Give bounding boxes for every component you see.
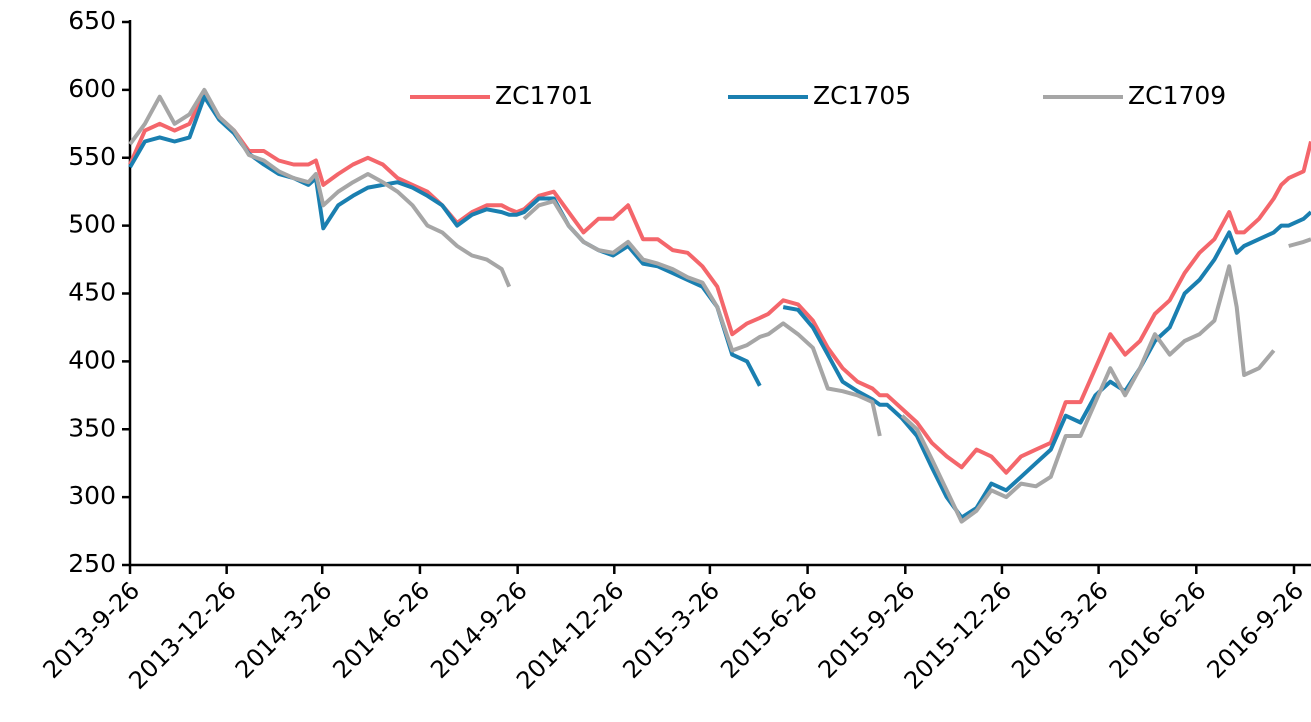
series-line bbox=[128, 90, 1311, 475]
y-tick-label: 250 bbox=[68, 549, 116, 578]
y-tick-label: 450 bbox=[68, 278, 116, 307]
legend-label: ZC1701 bbox=[495, 81, 593, 110]
y-tick-label: 550 bbox=[68, 142, 116, 171]
legend-label: ZC1709 bbox=[1128, 81, 1226, 110]
x-tick-label: 2016-3-26 bbox=[1006, 576, 1114, 684]
y-tick-label: 300 bbox=[68, 481, 116, 510]
x-tick-label: 2015-6-26 bbox=[715, 576, 823, 684]
x-tick-label: 2014-3-26 bbox=[230, 576, 338, 684]
x-tick-label: 2015-9-26 bbox=[813, 576, 921, 684]
legend-label: ZC1705 bbox=[813, 81, 911, 110]
y-tick-label: 600 bbox=[68, 74, 116, 103]
y-tick-label: 350 bbox=[68, 413, 116, 442]
y-tick-label: 650 bbox=[68, 6, 116, 35]
series-line bbox=[128, 87, 1311, 524]
x-tick-label: 2014-9-26 bbox=[425, 576, 533, 684]
y-tick-label: 500 bbox=[68, 210, 116, 239]
y-tick-label: 400 bbox=[68, 345, 116, 374]
series-line bbox=[128, 94, 1311, 520]
x-tick-label: 2013-9-26 bbox=[38, 576, 146, 684]
x-tick-label: 2014-6-26 bbox=[327, 576, 435, 684]
x-tick-label: 2015-3-26 bbox=[617, 576, 725, 684]
x-tick-label: 2016-6-26 bbox=[1104, 576, 1212, 684]
x-tick-label: 2016-9-26 bbox=[1202, 576, 1310, 684]
